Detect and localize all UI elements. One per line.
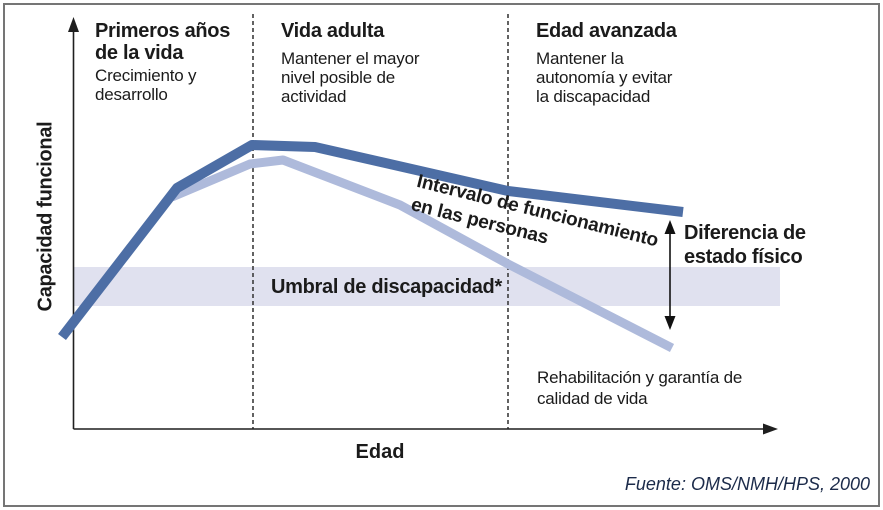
- stage-subtitle-adult-life: Mantener el mayor nivel posible de activ…: [281, 49, 420, 106]
- fitness-difference-label: Diferencia de estado físico: [684, 222, 806, 268]
- source-citation: Fuente: OMS/NMH/HPS, 2000: [624, 474, 870, 494]
- difference-arrowhead-bottom-icon: [664, 316, 676, 330]
- difference-arrowhead-top-icon: [664, 220, 676, 234]
- x-axis-arrowhead-icon: [763, 423, 778, 435]
- lower-capacity-curve: [170, 155, 675, 353]
- figure-border: [3, 3, 880, 507]
- stage-subtitle-early-life: Crecimiento y desarrollo: [95, 66, 197, 104]
- disability-threshold-band: [73, 267, 780, 306]
- stage-subtitle-older-age: Mantener la autonomía y evitar la discap…: [536, 49, 673, 106]
- stage-title-older-age: Edad avanzada: [536, 20, 677, 42]
- x-axis-label: Edad: [355, 441, 405, 463]
- stage-title-early-life: Primeros años de la vida: [95, 20, 231, 64]
- stage-title-adult-life: Vida adulta: [281, 20, 385, 42]
- y-axis-arrowhead-icon: [68, 17, 79, 32]
- upper-capacity-curve: [58, 140, 684, 341]
- rehabilitation-label: Rehabilitación y garantía de calidad de …: [537, 368, 743, 408]
- y-axis-label: Capacidad funcional: [34, 121, 57, 312]
- threshold-label: Umbral de discapacidad*: [271, 276, 502, 298]
